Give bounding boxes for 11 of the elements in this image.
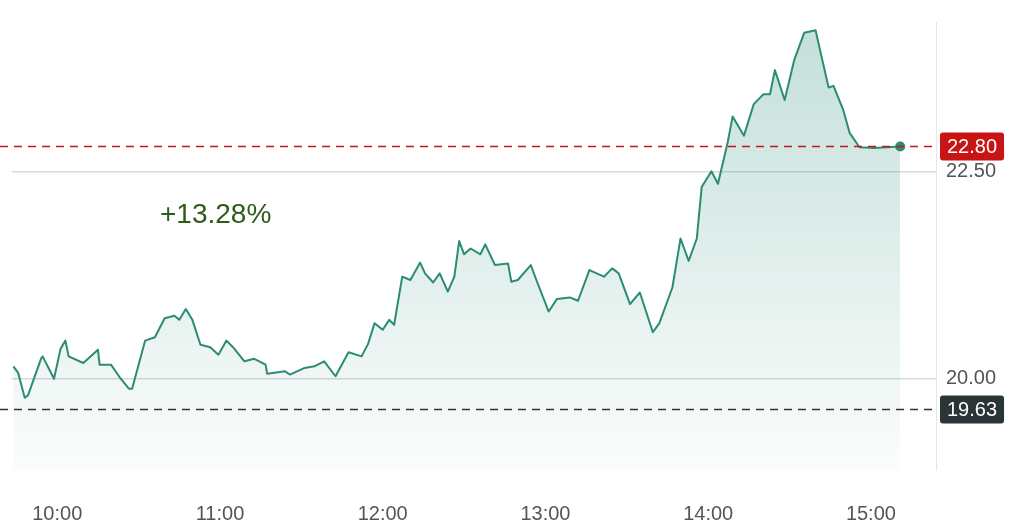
ref-line-label: 22.80 — [947, 134, 998, 157]
ref-line-label: 19.63 — [947, 397, 998, 420]
y-tick-label: 22.50 — [946, 158, 997, 181]
y-tick-label: 20.00 — [946, 366, 997, 389]
x-tick-label: 15:00 — [845, 501, 896, 524]
x-tick-label: 14:00 — [683, 501, 734, 524]
x-tick-label: 13:00 — [520, 501, 571, 524]
x-tick-label: 11:00 — [195, 501, 245, 524]
annotation: +13.28% — [160, 198, 272, 230]
x-tick-label: 12:00 — [357, 501, 408, 524]
x-tick-label: 10:00 — [32, 501, 83, 524]
